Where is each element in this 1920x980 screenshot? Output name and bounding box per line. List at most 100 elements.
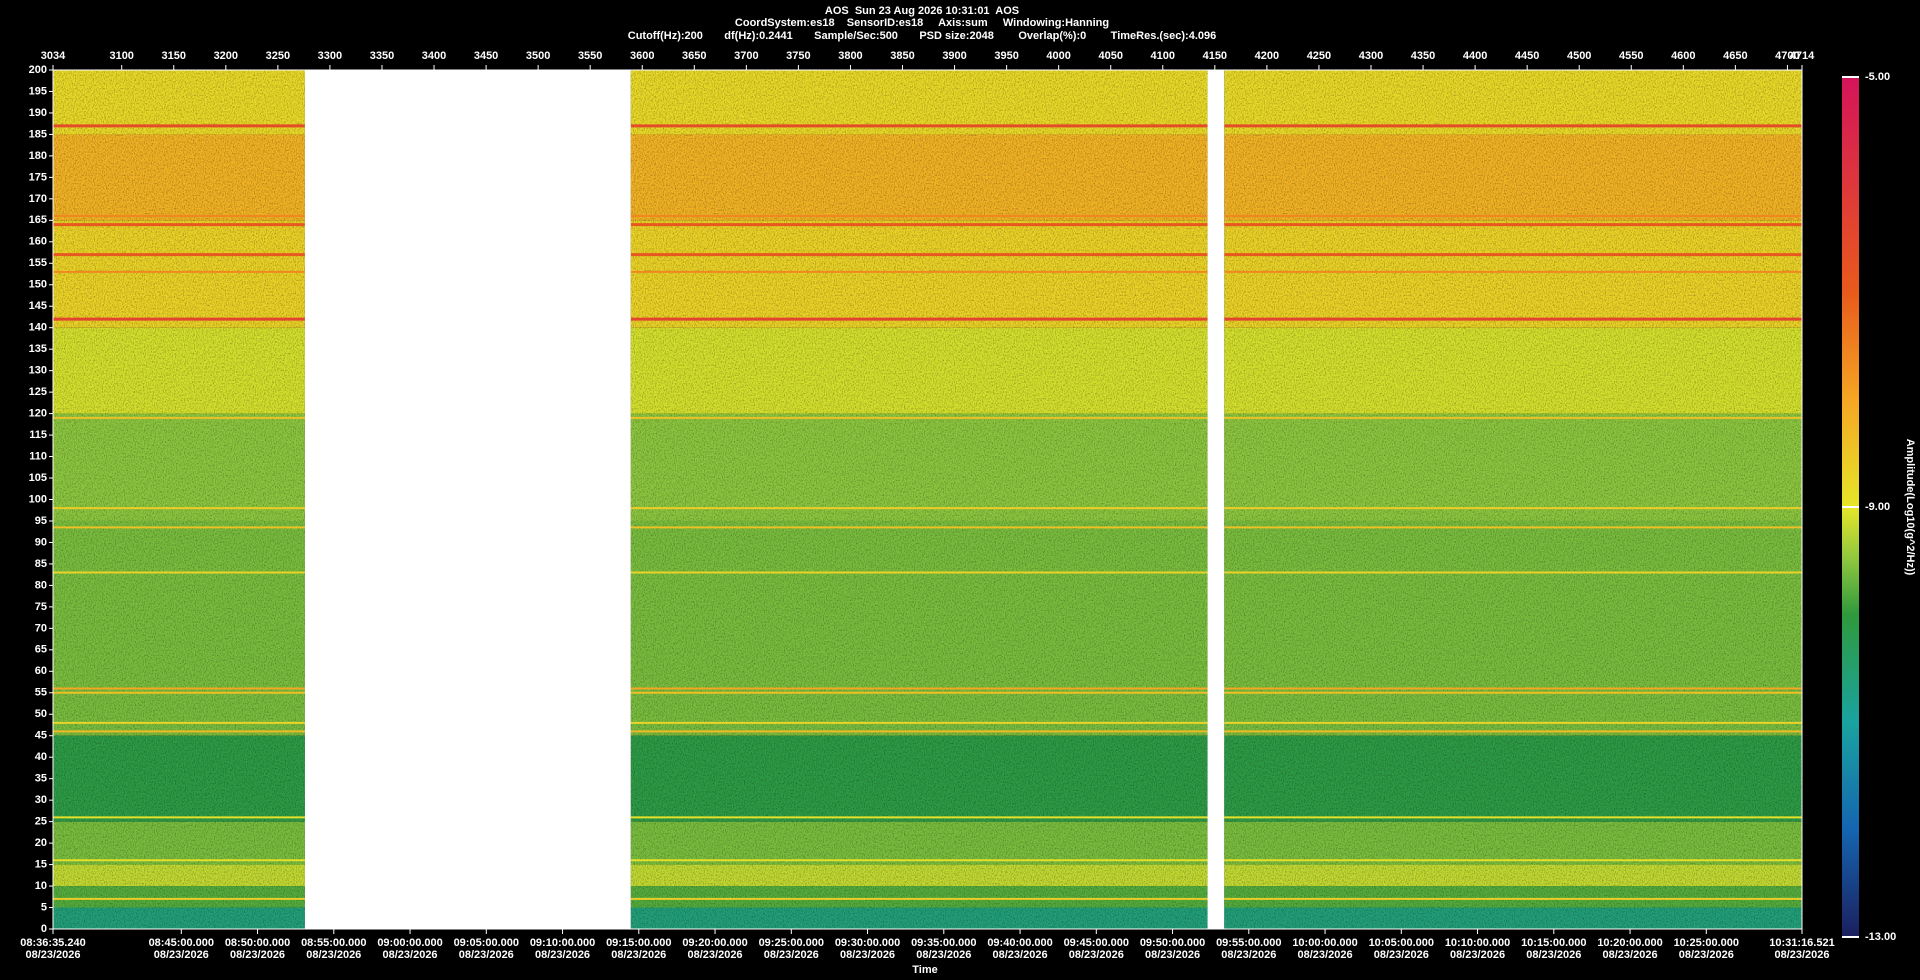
x2-tick-label: 10:31:16.521 xyxy=(1769,937,1834,949)
y-tick-label: 5 xyxy=(41,901,47,913)
x2-tick-label: 08:36:35.240 xyxy=(20,937,85,949)
x2-tick-date: 08/23/2026 xyxy=(154,949,209,961)
x2-tick-date: 08/23/2026 xyxy=(1145,949,1200,961)
y-tick-label: 55 xyxy=(35,687,47,699)
x2-tick-date: 08/23/2026 xyxy=(1679,949,1734,961)
y-tick-label: 90 xyxy=(35,536,47,548)
y-tick-label: 125 xyxy=(29,386,47,398)
x-tick-label: 4700 xyxy=(1775,50,1799,62)
colorbar-tick-label: -13.00 xyxy=(1865,931,1896,943)
y-tick-label: 160 xyxy=(29,236,47,248)
x-tick-label: 3950 xyxy=(994,50,1018,62)
y-tick-label: 75 xyxy=(35,601,47,613)
x-tick-label: 4350 xyxy=(1411,50,1435,62)
x2-tick-date: 08/23/2026 xyxy=(764,949,819,961)
x-tick-label: 4250 xyxy=(1307,50,1331,62)
x2-tick-label: 10:05:00.000 xyxy=(1369,937,1434,949)
x2-tick-label: 08:45:00.000 xyxy=(149,937,214,949)
x2-tick-label: 09:15:00.000 xyxy=(606,937,671,949)
x2-tick-date: 08/23/2026 xyxy=(1221,949,1276,961)
x2-tick-label: 09:35:00.000 xyxy=(911,937,976,949)
heatmap xyxy=(53,70,1802,929)
x-axis-label: Time xyxy=(912,964,937,976)
y-tick-label: 50 xyxy=(35,708,47,720)
y-tick-label: 20 xyxy=(35,837,47,849)
noise-texture xyxy=(1224,70,1802,929)
x-tick-label: 4500 xyxy=(1567,50,1591,62)
x2-tick-date: 08/23/2026 xyxy=(1069,949,1124,961)
y-tick-label: 120 xyxy=(29,408,47,420)
x2-tick-label: 09:10:00.000 xyxy=(530,937,595,949)
x2-tick-label: 09:05:00.000 xyxy=(454,937,519,949)
x-tick-label: 4714 xyxy=(1790,50,1815,62)
y-tick-label: 70 xyxy=(35,622,47,634)
x2-tick-date: 08/23/2026 xyxy=(230,949,285,961)
y-tick-label: 185 xyxy=(29,128,47,140)
x-tick-label: 3350 xyxy=(370,50,394,62)
x-tick-label: 4050 xyxy=(1098,50,1122,62)
y-tick-label: 95 xyxy=(35,515,47,527)
x-tick-label: 3450 xyxy=(474,50,498,62)
x-tick-label: 3500 xyxy=(526,50,550,62)
data-gap xyxy=(304,70,631,929)
noise-texture xyxy=(630,70,1208,929)
x-tick-label: 3700 xyxy=(734,50,758,62)
x-tick-label: 3400 xyxy=(422,50,446,62)
x2-tick-date: 08/23/2026 xyxy=(25,949,80,961)
x2-tick-label: 09:55:00.000 xyxy=(1216,937,1281,949)
y-tick-label: 25 xyxy=(35,816,47,828)
y-tick-label: 115 xyxy=(29,429,47,441)
x-tick-label: 4100 xyxy=(1151,50,1175,62)
y-tick-label: 10 xyxy=(35,880,47,892)
x2-tick-date: 08/23/2026 xyxy=(916,949,971,961)
x2-tick-date: 08/23/2026 xyxy=(611,949,666,961)
x-tick-label: 4300 xyxy=(1359,50,1383,62)
x-tick-label: 4650 xyxy=(1723,50,1747,62)
y-tick-label: 135 xyxy=(29,343,47,355)
y-tick-label: 190 xyxy=(29,107,47,119)
x2-tick-label: 10:20:00.000 xyxy=(1597,937,1662,949)
y-tick-label: 105 xyxy=(29,472,47,484)
y-tick-label: 100 xyxy=(29,493,47,505)
y-tick-label: 180 xyxy=(29,150,47,162)
x2-tick-date: 08/23/2026 xyxy=(306,949,361,961)
x-tick-label: 4200 xyxy=(1255,50,1279,62)
y-tick-label: 110 xyxy=(29,450,47,462)
x-tick-label: 3800 xyxy=(838,50,862,62)
x-tick-label: 3850 xyxy=(890,50,914,62)
x2-tick-label: 09:00:00.000 xyxy=(377,937,442,949)
y-tick-label: 60 xyxy=(35,665,47,677)
y-tick-label: 40 xyxy=(35,751,47,763)
x-tick-label: 3300 xyxy=(318,50,342,62)
y-tick-label: 145 xyxy=(29,300,47,312)
noise-texture xyxy=(53,70,305,929)
x-tick-label: 3600 xyxy=(630,50,654,62)
x2-tick-label: 09:40:00.000 xyxy=(987,937,1052,949)
data-gap xyxy=(1207,70,1225,929)
y-tick-label: 175 xyxy=(29,171,47,183)
y-tick-label: 35 xyxy=(35,773,47,785)
x-tick-label: 4400 xyxy=(1463,50,1487,62)
x2-tick-label: 09:20:00.000 xyxy=(682,937,747,949)
x2-tick-label: 10:25:00.000 xyxy=(1674,937,1739,949)
colorbar-tick-label: -5.00 xyxy=(1865,71,1890,83)
x-tick-label: 3250 xyxy=(266,50,290,62)
y-tick-label: 200 xyxy=(29,64,47,76)
x-tick-label: 4600 xyxy=(1671,50,1695,62)
x2-tick-date: 08/23/2026 xyxy=(1298,949,1353,961)
y-tick-label: 140 xyxy=(29,322,47,334)
x-tick-label: 3750 xyxy=(786,50,810,62)
x2-tick-date: 08/23/2026 xyxy=(383,949,438,961)
x-tick-label: 4000 xyxy=(1046,50,1070,62)
x-tick-label: 3150 xyxy=(162,50,186,62)
x2-tick-date: 08/23/2026 xyxy=(1774,949,1829,961)
x2-tick-label: 10:00:00.000 xyxy=(1292,937,1357,949)
x-tick-label: 4150 xyxy=(1203,50,1227,62)
y-tick-label: 0 xyxy=(41,923,47,935)
x-tick-label: 3650 xyxy=(682,50,706,62)
x2-tick-date: 08/23/2026 xyxy=(688,949,743,961)
x2-tick-date: 08/23/2026 xyxy=(1603,949,1658,961)
y-tick-label: 85 xyxy=(35,558,47,570)
y-tick-label: 15 xyxy=(35,858,47,870)
